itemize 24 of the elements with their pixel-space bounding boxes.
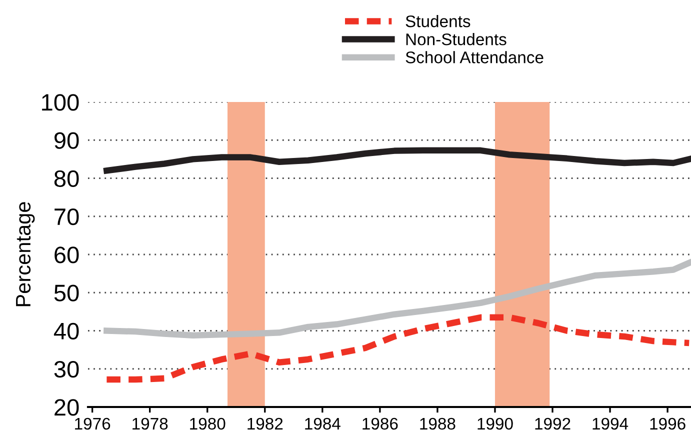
y-tick-label: 20 — [54, 399, 79, 416]
x-tick-label: 1984 — [305, 418, 340, 430]
y-tick-label: 90 — [54, 132, 79, 149]
x-tick-label: 1992 — [535, 418, 570, 430]
y-tick-label: 50 — [54, 284, 79, 302]
y-tick-label: 100 — [42, 94, 79, 111]
x-tick-label: 1994 — [592, 418, 628, 430]
y-axis-title: Percentage — [16, 202, 35, 306]
x-tick-label: 1996 — [650, 418, 686, 430]
x-tick-label: 1978 — [132, 418, 168, 430]
y-tick-label: 30 — [54, 360, 79, 378]
y-tick-label: 80 — [54, 170, 79, 188]
x-tick-label: 1980 — [190, 418, 226, 430]
x-tick-label: 1976 — [75, 418, 110, 430]
x-tick-label: 1986 — [362, 418, 398, 430]
legend-label: Non-Students — [406, 33, 506, 46]
x-tick-label: 1988 — [420, 418, 456, 430]
x-tick-label: 1982 — [248, 418, 283, 430]
y-tick-label: 40 — [54, 322, 79, 340]
x-tick-label: 1990 — [478, 418, 513, 430]
legend-label: Students — [406, 15, 470, 28]
y-tick-label: 60 — [54, 246, 79, 264]
y-tick-label: 70 — [54, 208, 79, 226]
legend-label: School Attendance — [406, 51, 544, 64]
